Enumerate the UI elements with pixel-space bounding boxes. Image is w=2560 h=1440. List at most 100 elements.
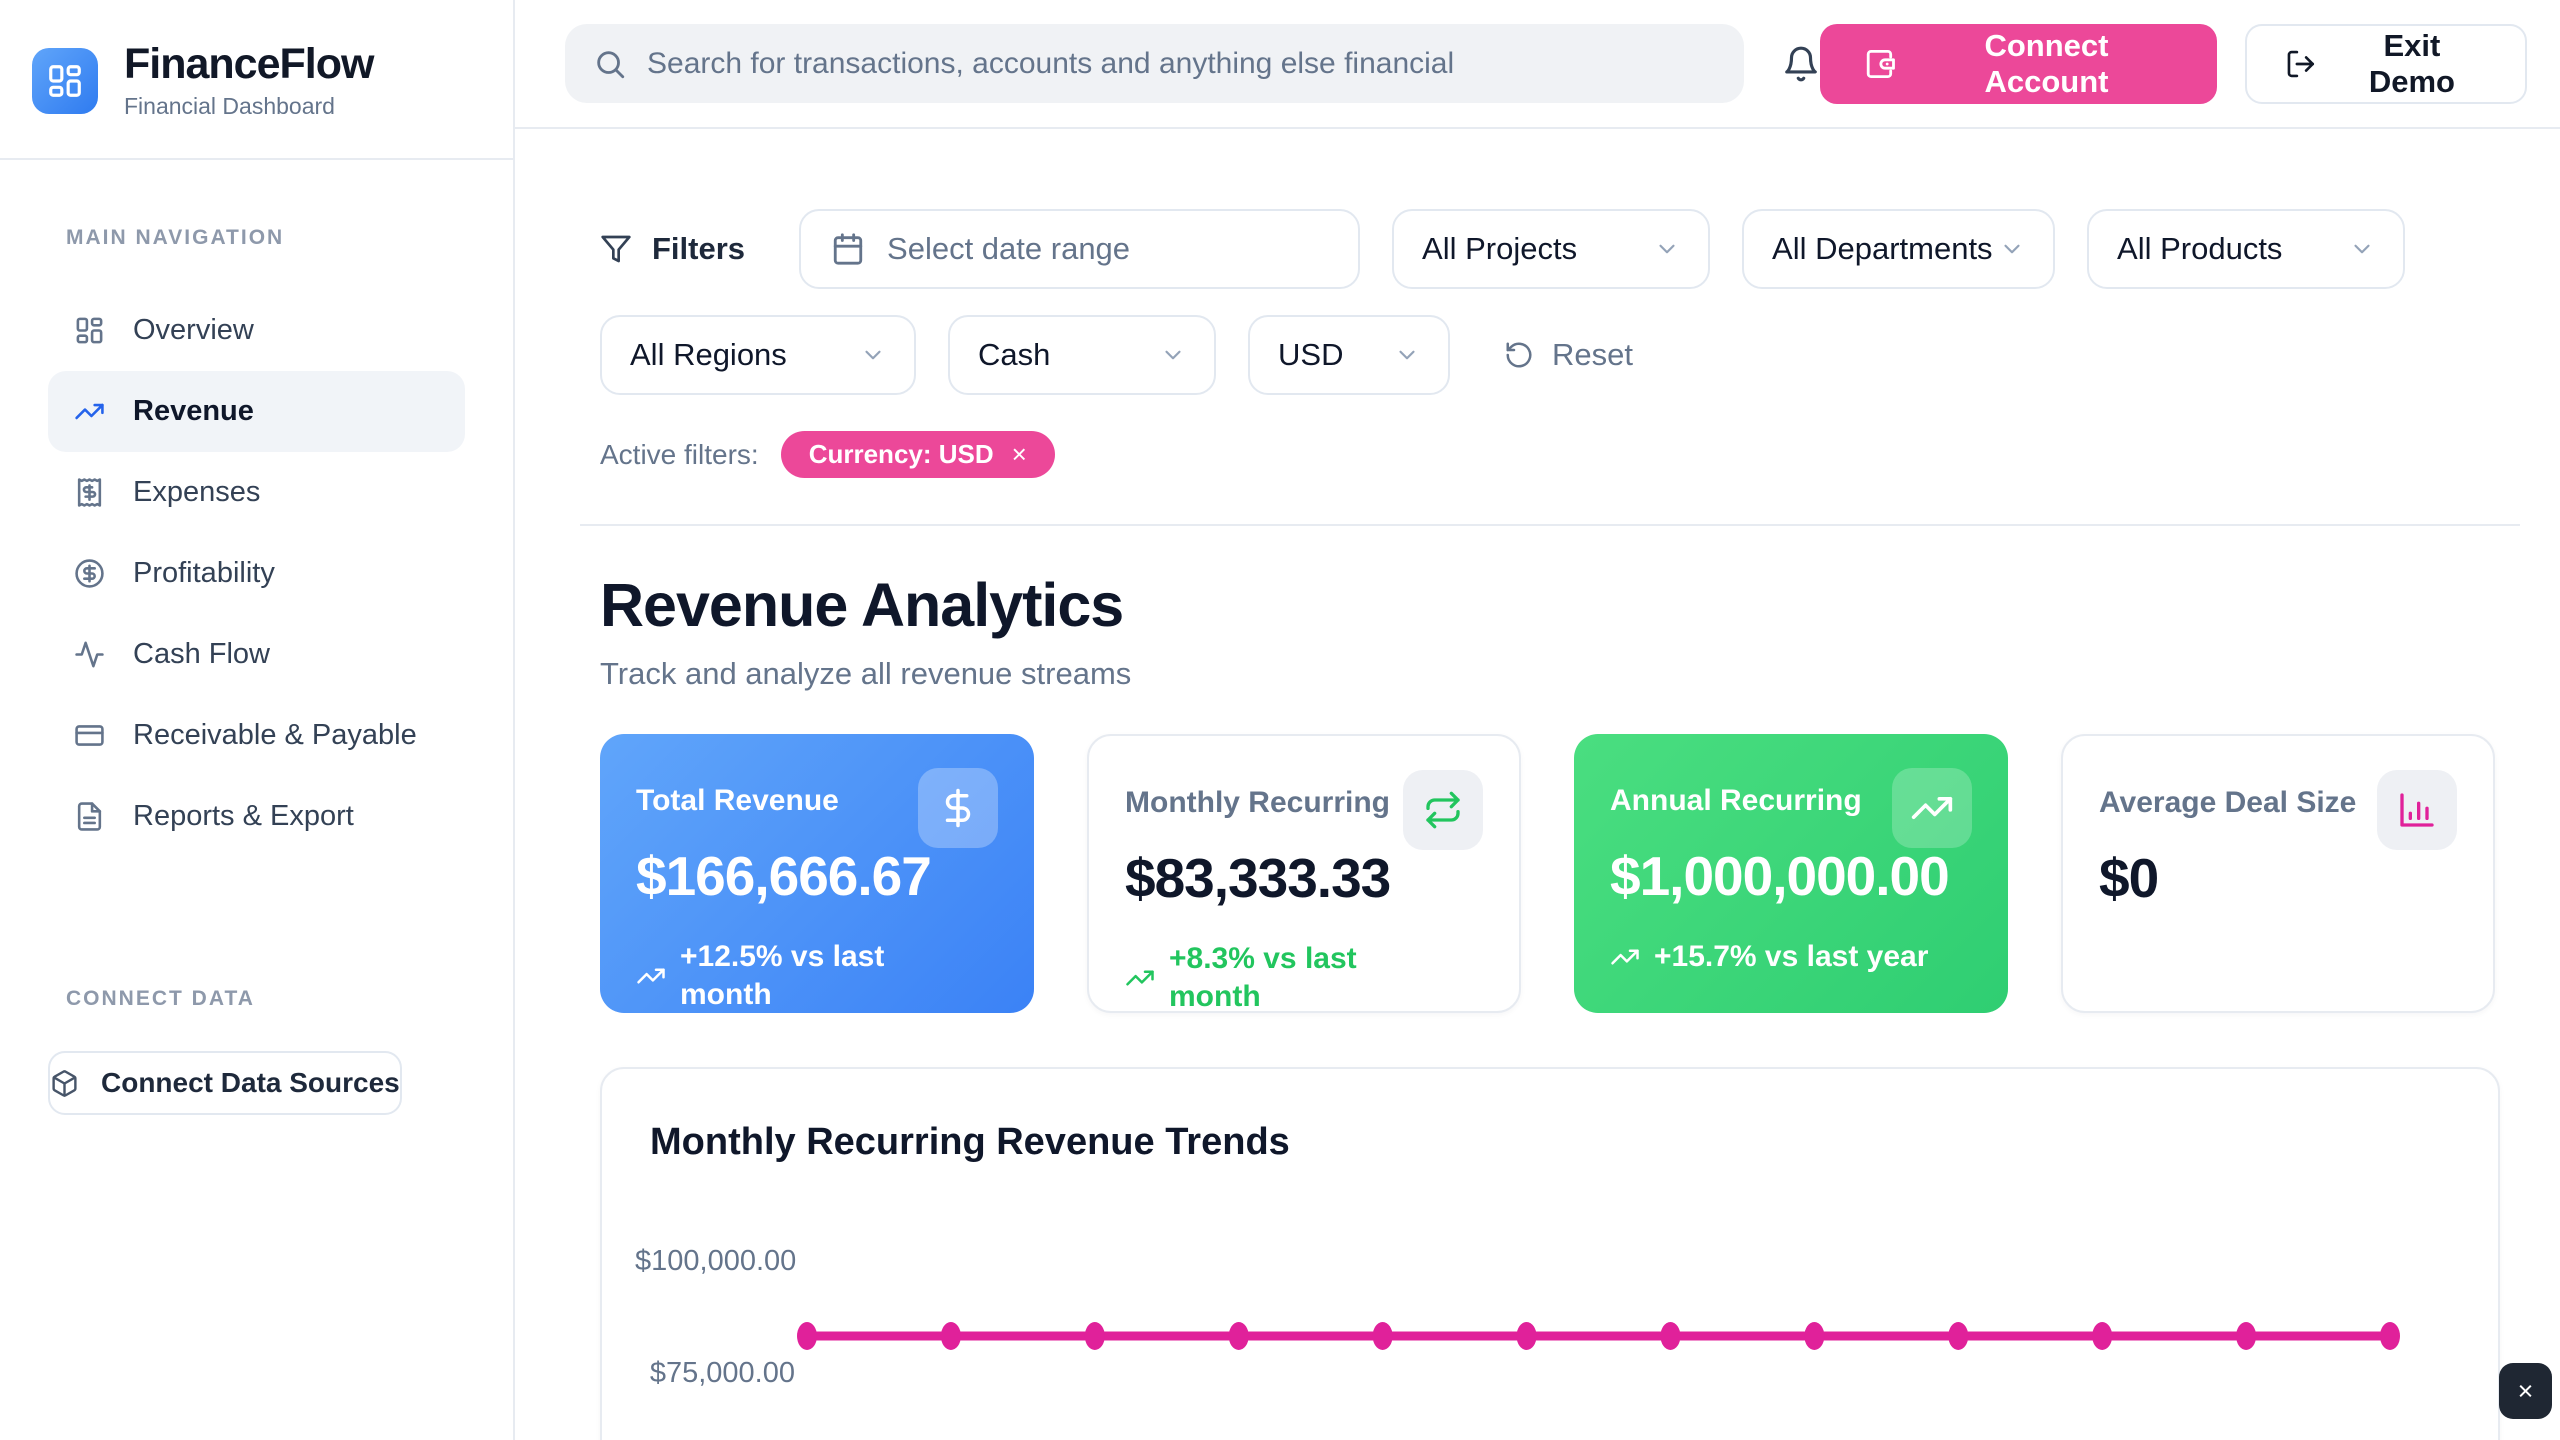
- page-subtitle: Track and analyze all revenue streams: [600, 656, 1132, 691]
- chevron-down-icon: [1399, 350, 1415, 360]
- trending-up-icon: [1911, 797, 1953, 819]
- dashboard-icon: [76, 317, 103, 344]
- main-area: Connect Account Exit Demo Filters: [515, 0, 2560, 1440]
- regions-select[interactable]: All Regions: [600, 315, 916, 395]
- stat-card-average-deal-size: Average Deal Size $0: [2061, 734, 2495, 1013]
- chart-title: Monthly Recurring Revenue Trends: [650, 1121, 1290, 1163]
- main-navigation: Overview Revenue Expenses Profitability: [0, 290, 513, 857]
- stat-card-total-revenue: Total Revenue $166,666.67 +12.5% vs last…: [600, 734, 1034, 1013]
- projects-select-value: All Projects: [1422, 231, 1578, 266]
- chevron-down-icon: [1659, 244, 1675, 254]
- sidebar-item-label: Cash Flow: [133, 638, 270, 671]
- brand-name: FinanceFlow: [124, 40, 374, 88]
- topbar-actions: Connect Account Exit Demo: [1820, 23, 2527, 104]
- brand-block: FinanceFlow Financial Dashboard: [0, 0, 513, 161]
- connect-account-label: Connect Account: [1984, 27, 2109, 99]
- calendar-icon: [833, 233, 863, 265]
- dollar-circle-icon: [75, 559, 104, 588]
- brand-text: FinanceFlow Financial Dashboard: [124, 40, 374, 120]
- mrr-trends-chart-card: Monthly Recurring Revenue Trends $100,00…: [600, 1067, 2500, 1440]
- products-select[interactable]: All Products: [2087, 209, 2406, 289]
- sidebar-item-label: Profitability: [133, 557, 275, 590]
- activity-icon: [75, 641, 104, 668]
- y-axis-tick: $100,000.00: [635, 1245, 797, 1277]
- sidebar-item-revenue[interactable]: Revenue: [48, 371, 465, 453]
- stat-card-monthly-recurring: Monthly Recurring $83,333.33 +8.3% vs la…: [1087, 734, 1521, 1013]
- active-filters-row: Active filters: Currency: USD ×: [600, 431, 2500, 478]
- sidebar-item-expenses[interactable]: Expenses: [48, 452, 465, 533]
- connect-data-label: CONNECT DATA: [66, 987, 255, 1011]
- departments-select[interactable]: All Departments: [1742, 209, 2056, 289]
- stat-icon-chip: [2377, 770, 2457, 850]
- exit-demo-label: Exit Demo: [2368, 27, 2455, 99]
- search-input[interactable]: [647, 46, 1717, 81]
- sidebar-item-receivable-payable[interactable]: Receivable & Payable: [48, 695, 465, 776]
- y-axis-tick: $75,000.00: [649, 1357, 795, 1389]
- stat-icon-chip: [1403, 770, 1483, 850]
- sidebar-item-label: Expenses: [133, 476, 261, 509]
- logout-icon: [2287, 50, 2315, 77]
- currency-filter-badge[interactable]: Currency: USD ×: [780, 431, 1055, 478]
- remove-filter-icon[interactable]: ×: [1011, 439, 1027, 469]
- stat-value: $83,333.33: [1125, 847, 1391, 909]
- reset-label: Reset: [1552, 337, 1633, 372]
- sidebar-item-overview[interactable]: Overview: [48, 290, 465, 371]
- regions-select-value: All Regions: [630, 337, 787, 372]
- connect-data-sources-label: Connect Data Sources: [101, 1067, 400, 1099]
- accounting-basis-value: Cash: [978, 337, 1051, 372]
- main-navigation-label: MAIN NAVIGATION: [66, 226, 285, 250]
- filters-row-1: Filters All Projects All Departments: [600, 209, 2500, 289]
- chevron-down-icon: [2354, 244, 2370, 254]
- stat-cards: Total Revenue $166,666.67 +12.5% vs last…: [600, 734, 2500, 1013]
- currency-select[interactable]: USD: [1248, 315, 1450, 395]
- connect-account-button[interactable]: Connect Account: [1820, 23, 2218, 104]
- filters-title: Filters: [652, 231, 746, 266]
- trending-up-icon: [1611, 949, 1639, 965]
- stat-value: $166,666.67: [636, 845, 932, 907]
- stat-value: $1,000,000.00: [1610, 845, 1950, 907]
- currency-filter-text: Currency: USD: [808, 439, 994, 469]
- sidebar-item-label: Overview: [133, 314, 254, 347]
- accounting-basis-select[interactable]: Cash: [948, 315, 1216, 395]
- stat-label: Average Deal Size: [2099, 786, 2357, 819]
- projects-select[interactable]: All Projects: [1392, 209, 1711, 289]
- chevron-down-icon: [2004, 244, 2020, 254]
- credit-card-icon: [75, 725, 104, 746]
- sidebar-item-cash-flow[interactable]: Cash Flow: [48, 614, 465, 695]
- active-filters-label: Active filters:: [600, 438, 759, 470]
- repeat-icon: [1426, 791, 1460, 829]
- filters-header: Filters: [600, 231, 745, 267]
- stat-trend: +12.5% vs last month: [636, 938, 998, 1013]
- file-text-icon: [77, 802, 102, 831]
- bar-chart-icon: [2400, 793, 2434, 827]
- sidebar-item-profitability[interactable]: Profitability: [48, 533, 465, 614]
- content: Filters All Projects All Departments: [515, 129, 2560, 1440]
- notifications-button[interactable]: [1782, 45, 1820, 83]
- stat-label: Annual Recurring: [1610, 784, 1862, 817]
- sidebar-item-reports-export[interactable]: Reports & Export: [48, 776, 465, 857]
- overlay-close-button[interactable]: ×: [2499, 1363, 2552, 1419]
- stat-icon-chip: [1892, 768, 1972, 848]
- sidebar: FinanceFlow Financial Dashboard MAIN NAV…: [0, 0, 515, 1440]
- trending-up-icon: [75, 403, 104, 420]
- global-search: [565, 24, 1745, 103]
- sidebar-item-label: Revenue: [133, 395, 254, 428]
- stat-trend: +8.3% vs last month: [1125, 940, 1483, 1015]
- chevron-down-icon: [1165, 350, 1181, 360]
- filters-row-2: All Regions Cash USD Reset: [600, 315, 2500, 395]
- stat-card-annual-recurring: Annual Recurring $1,000,000.00 +15.7% vs…: [1574, 734, 2008, 1013]
- currency-select-value: USD: [1278, 337, 1344, 372]
- chevron-down-icon: [865, 350, 881, 360]
- date-range-field[interactable]: [887, 231, 1329, 267]
- exit-demo-button[interactable]: Exit Demo: [2245, 23, 2527, 104]
- bell-icon: [1785, 46, 1818, 81]
- date-range-input[interactable]: [799, 209, 1361, 289]
- connect-data-sources-button[interactable]: Connect Data Sources: [48, 1051, 402, 1116]
- sidebar-item-label: Reports & Export: [133, 800, 354, 833]
- trending-up-icon: [1126, 970, 1154, 985]
- package-icon: [52, 1069, 77, 1097]
- stat-value: $0: [2099, 847, 2159, 909]
- filter-icon: [601, 235, 631, 263]
- reset-filters-button[interactable]: Reset: [1504, 337, 1633, 373]
